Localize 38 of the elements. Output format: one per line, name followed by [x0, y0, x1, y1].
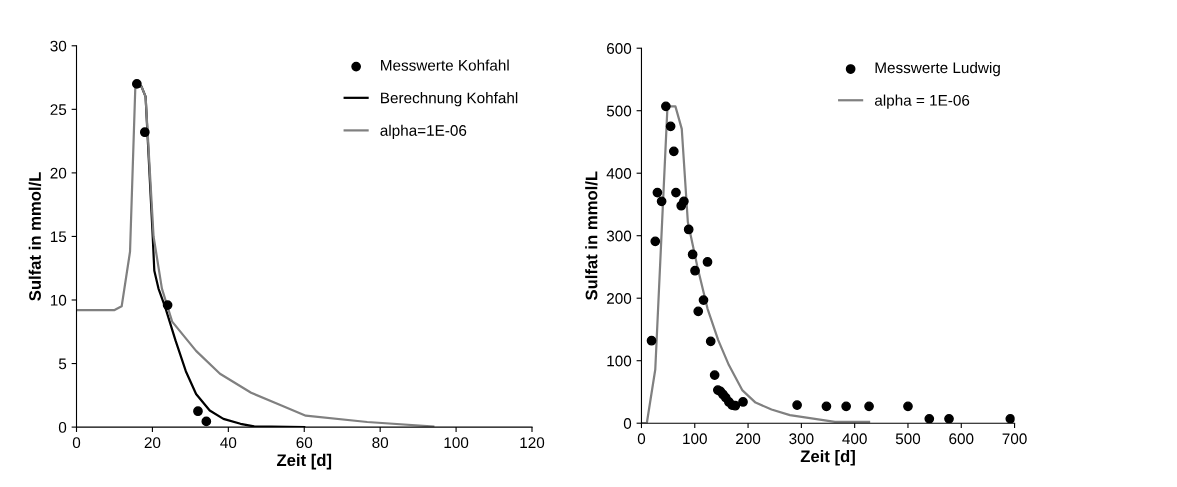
- y-tick-label: 5: [58, 358, 67, 370]
- y-tick-label: 15: [50, 231, 67, 243]
- y-tick-label: 30: [50, 40, 67, 52]
- y-tick-label: 25: [50, 104, 67, 116]
- x-axis-title: Zeit [d]: [800, 449, 855, 466]
- legend-label: Messwerte Kohfahl: [381, 59, 509, 71]
- y-tick-label: 400: [606, 168, 632, 179]
- legend-label: Berechnung Kohfahl: [381, 92, 518, 107]
- y-tick-label: 300: [606, 230, 632, 242]
- y-tick-label: 200: [607, 293, 632, 304]
- x-axis-title: Zeit [d]: [276, 453, 332, 470]
- x-tick-label: 100: [683, 433, 707, 445]
- x-tick-label: 0: [72, 437, 81, 449]
- x-tick-label: 20: [144, 437, 161, 449]
- legend-label: alpha = 1E-06: [874, 94, 970, 109]
- x-tick-label: 500: [895, 433, 921, 445]
- y-axis-title: Sulfat in mmol/L: [28, 172, 42, 301]
- x-tick-label: 0: [637, 433, 646, 445]
- y-tick-label: 600: [607, 43, 632, 54]
- x-tick-label: 200: [736, 433, 761, 445]
- x-tick-label: 120: [520, 437, 545, 449]
- y-tick-label: 100: [607, 355, 632, 367]
- y-tick-label: 10: [50, 294, 67, 306]
- x-tick-label: 300: [789, 433, 814, 445]
- y-tick-label: 500: [606, 105, 632, 117]
- x-tick-label: 700: [1002, 433, 1027, 445]
- x-tick-label: 400: [842, 433, 867, 445]
- legend-label: Messwerte Ludwig: [875, 61, 1000, 77]
- x-tick-label: 600: [949, 433, 974, 445]
- y-tick-label: 20: [50, 167, 67, 179]
- legend-label: alpha=1E-06: [380, 124, 467, 139]
- x-tick-label: 80: [372, 437, 389, 449]
- y-axis-title: Sulfat in mmol/L: [585, 171, 598, 301]
- x-tick-label: 100: [444, 437, 469, 449]
- x-tick-label: 60: [296, 437, 313, 449]
- y-tick-label: 0: [623, 418, 632, 429]
- y-tick-label: 0: [58, 421, 67, 433]
- x-tick-label: 40: [220, 437, 237, 449]
